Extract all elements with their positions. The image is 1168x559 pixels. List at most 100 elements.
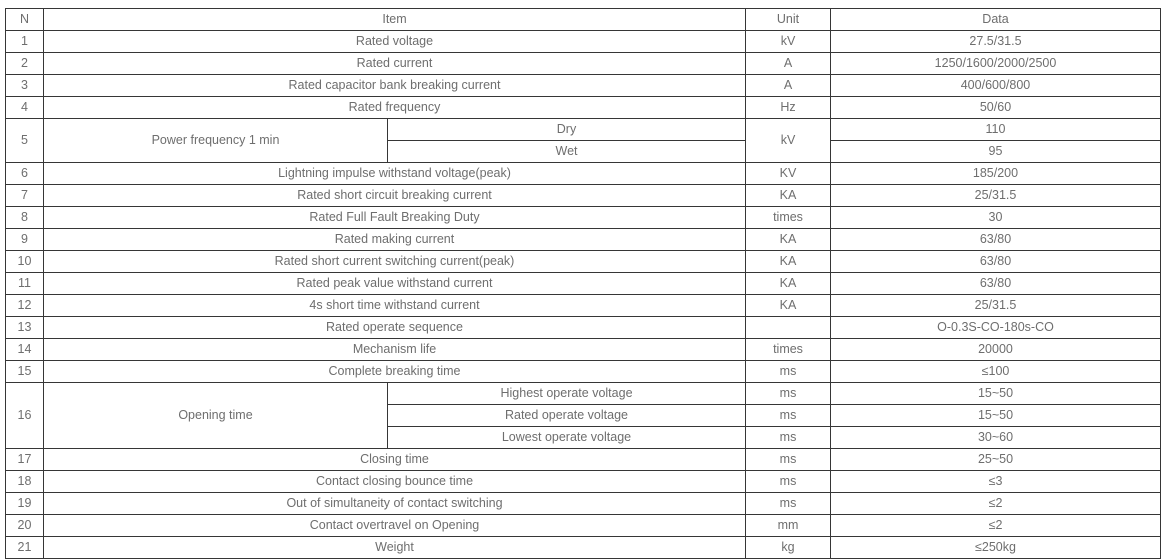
table-row: 7 Rated short circuit breaking current K… bbox=[5, 184, 1161, 207]
table-row: 6 Lightning impulse withstand voltage(pe… bbox=[5, 162, 1161, 185]
cell-unit: Hz bbox=[745, 96, 831, 119]
cell-unit: A bbox=[745, 74, 831, 97]
cell-data: 63/80 bbox=[830, 272, 1161, 295]
cell-item: Rated current bbox=[43, 52, 746, 75]
cell-unit: KA bbox=[745, 272, 831, 295]
cell-unit: KV bbox=[745, 162, 831, 185]
table-row: 12 4s short time withstand current KA 25… bbox=[5, 294, 1161, 317]
cell-item: Rated Full Fault Breaking Duty bbox=[43, 206, 746, 229]
cell-unit: ms bbox=[745, 492, 831, 515]
cell-unit: times bbox=[745, 206, 831, 229]
cell-n: 12 bbox=[5, 294, 44, 317]
cell-n: 4 bbox=[5, 96, 44, 119]
cell-unit: kV bbox=[745, 118, 831, 163]
cell-data: 1250/1600/2000/2500 bbox=[830, 52, 1161, 75]
header-n: N bbox=[5, 8, 44, 31]
cell-n: 11 bbox=[5, 272, 44, 295]
table-row: 14 Mechanism life times 20000 bbox=[5, 338, 1161, 361]
cell-n: 20 bbox=[5, 514, 44, 537]
cell-item: Power frequency 1 min bbox=[43, 118, 388, 163]
table-row: 17 Closing time ms 25~50 bbox=[5, 448, 1161, 471]
spec-table-container: N Item Unit Data 1 Rated voltage kV 27.5… bbox=[5, 8, 1161, 559]
cell-subitem: Rated operate voltage bbox=[387, 404, 746, 427]
table-row: 13 Rated operate sequence O-0.3S-CO-180s… bbox=[5, 316, 1161, 339]
table-row: 18 Contact closing bounce time ms ≤3 bbox=[5, 470, 1161, 493]
cell-unit: times bbox=[745, 338, 831, 361]
cell-n: 17 bbox=[5, 448, 44, 471]
cell-data: 20000 bbox=[830, 338, 1161, 361]
cell-item: Rated frequency bbox=[43, 96, 746, 119]
table-row: 4 Rated frequency Hz 50/60 bbox=[5, 96, 1161, 119]
cell-unit: A bbox=[745, 52, 831, 75]
cell-unit: ms bbox=[745, 470, 831, 493]
cell-unit: ms bbox=[745, 426, 831, 449]
table-row: 1 Rated voltage kV 27.5/31.5 bbox=[5, 30, 1161, 53]
cell-unit bbox=[745, 316, 831, 339]
cell-data: 15~50 bbox=[830, 382, 1161, 405]
cell-data: ≤250kg bbox=[830, 536, 1161, 559]
cell-data: 27.5/31.5 bbox=[830, 30, 1161, 53]
cell-subitem: Highest operate voltage bbox=[387, 382, 746, 405]
table-row: 19 Out of simultaneity of contact switch… bbox=[5, 492, 1161, 515]
cell-n: 18 bbox=[5, 470, 44, 493]
cell-n: 2 bbox=[5, 52, 44, 75]
cell-item: Rated capacitor bank breaking current bbox=[43, 74, 746, 97]
cell-unit: ms bbox=[745, 404, 831, 427]
cell-unit: ms bbox=[745, 448, 831, 471]
cell-unit: KA bbox=[745, 228, 831, 251]
cell-item: Mechanism life bbox=[43, 338, 746, 361]
cell-unit: kg bbox=[745, 536, 831, 559]
cell-n: 5 bbox=[5, 118, 44, 163]
cell-unit: ms bbox=[745, 360, 831, 383]
cell-subitem: Wet bbox=[387, 140, 746, 163]
cell-data: 400/600/800 bbox=[830, 74, 1161, 97]
spec-table: N Item Unit Data 1 Rated voltage kV 27.5… bbox=[5, 8, 1161, 559]
cell-data: 25~50 bbox=[830, 448, 1161, 471]
cell-data: 30~60 bbox=[830, 426, 1161, 449]
table-row: 11 Rated peak value withstand current KA… bbox=[5, 272, 1161, 295]
cell-item: Complete breaking time bbox=[43, 360, 746, 383]
table-row: 9 Rated making current KA 63/80 bbox=[5, 228, 1161, 251]
table-row: 5 Power frequency 1 min Dry kV 110 bbox=[5, 118, 1161, 163]
cell-item: Rated operate sequence bbox=[43, 316, 746, 339]
cell-data: ≤2 bbox=[830, 514, 1161, 537]
cell-unit: KA bbox=[745, 250, 831, 273]
cell-item: Rated voltage bbox=[43, 30, 746, 53]
cell-item: Rated peak value withstand current bbox=[43, 272, 746, 295]
table-row: 21 Weight kg ≤250kg bbox=[5, 536, 1161, 559]
cell-subitem: Lowest operate voltage bbox=[387, 426, 746, 449]
cell-item: 4s short time withstand current bbox=[43, 294, 746, 317]
cell-n: 19 bbox=[5, 492, 44, 515]
cell-unit: KA bbox=[745, 294, 831, 317]
cell-subitem: Dry bbox=[387, 118, 746, 141]
table-row: 15 Complete breaking time ms ≤100 bbox=[5, 360, 1161, 383]
cell-data: 15~50 bbox=[830, 404, 1161, 427]
cell-unit: kV bbox=[745, 30, 831, 53]
cell-data: 63/80 bbox=[830, 250, 1161, 273]
cell-data: ≤2 bbox=[830, 492, 1161, 515]
cell-item: Closing time bbox=[43, 448, 746, 471]
cell-data: 185/200 bbox=[830, 162, 1161, 185]
cell-item: Contact closing bounce time bbox=[43, 470, 746, 493]
table-row: 8 Rated Full Fault Breaking Duty times 3… bbox=[5, 206, 1161, 229]
cell-data: ≤100 bbox=[830, 360, 1161, 383]
cell-n: 10 bbox=[5, 250, 44, 273]
header-unit: Unit bbox=[745, 8, 831, 31]
cell-data: 25/31.5 bbox=[830, 294, 1161, 317]
cell-data: 30 bbox=[830, 206, 1161, 229]
header-item: Item bbox=[43, 8, 746, 31]
cell-item: Lightning impulse withstand voltage(peak… bbox=[43, 162, 746, 185]
cell-unit: mm bbox=[745, 514, 831, 537]
cell-item: Out of simultaneity of contact switching bbox=[43, 492, 746, 515]
cell-n: 7 bbox=[5, 184, 44, 207]
table-row: 16 Opening time Highest operate voltage … bbox=[5, 382, 1161, 449]
cell-data: 25/31.5 bbox=[830, 184, 1161, 207]
cell-item: Contact overtravel on Opening bbox=[43, 514, 746, 537]
cell-item: Rated short current switching current(pe… bbox=[43, 250, 746, 273]
table-row: 10 Rated short current switching current… bbox=[5, 250, 1161, 273]
cell-item: Opening time bbox=[43, 382, 388, 449]
cell-n: 15 bbox=[5, 360, 44, 383]
table-row: 2 Rated current A 1250/1600/2000/2500 bbox=[5, 52, 1161, 75]
cell-data: 63/80 bbox=[830, 228, 1161, 251]
cell-data: 50/60 bbox=[830, 96, 1161, 119]
